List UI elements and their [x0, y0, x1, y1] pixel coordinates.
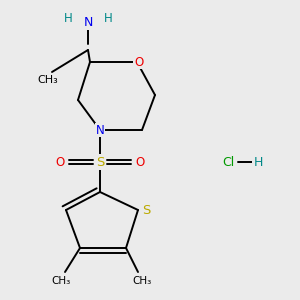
Text: H: H — [103, 11, 112, 25]
Text: H: H — [253, 155, 263, 169]
Text: O: O — [135, 155, 145, 169]
Text: H: H — [64, 11, 72, 25]
Text: N: N — [96, 124, 104, 136]
Text: S: S — [142, 203, 150, 217]
Text: N: N — [83, 16, 93, 28]
Text: CH₃: CH₃ — [51, 276, 70, 286]
Text: O: O — [56, 155, 64, 169]
Text: CH₃: CH₃ — [132, 276, 152, 286]
Text: Cl: Cl — [222, 155, 234, 169]
Text: O: O — [134, 56, 144, 68]
Text: CH₃: CH₃ — [38, 75, 58, 85]
Text: S: S — [96, 155, 104, 169]
